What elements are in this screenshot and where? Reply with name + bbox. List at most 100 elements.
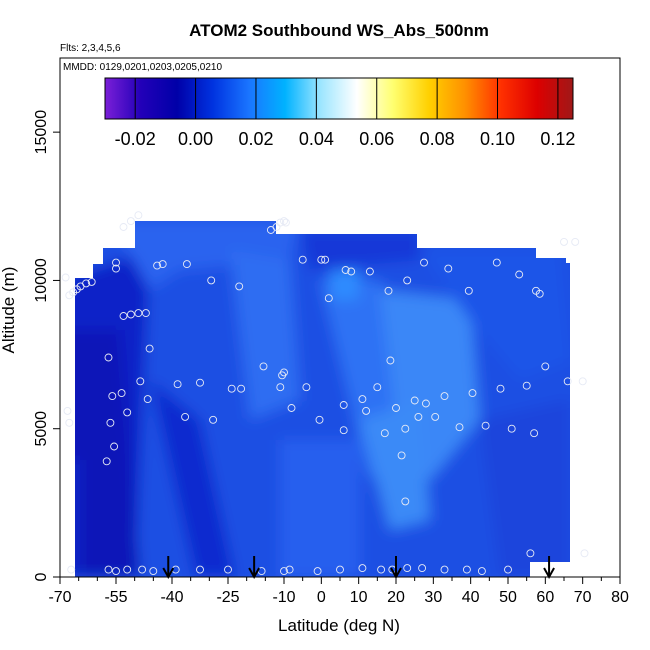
sample-point [317, 255, 326, 264]
sample-point [339, 401, 348, 409]
colorbar-ticks: -0.02 0.00 0.02 0.04 0.06 0.08 0.10 0.12 [115, 78, 575, 149]
sample-point [65, 418, 74, 427]
sample-point [112, 258, 120, 267]
sample-point [61, 273, 70, 282]
x-tick-label: 30 [424, 589, 442, 606]
sample-point [386, 356, 395, 365]
sample-point [468, 389, 477, 398]
x-tick-label: 70 [574, 589, 592, 606]
sample-point [522, 381, 531, 390]
heatmap-field [75, 221, 570, 577]
x-axis-label: Latitude (deg N) [278, 616, 400, 635]
sample-point [563, 377, 572, 386]
y-axis-label: Altitude (m) [0, 267, 18, 354]
sample-point [285, 565, 294, 574]
sample-point [196, 565, 204, 574]
colorbar-tick-label: -0.02 [115, 129, 156, 149]
sample-point [492, 258, 501, 267]
sample-point [431, 412, 440, 421]
sample-point [571, 237, 580, 246]
sample-point [464, 286, 473, 295]
x-tick-label: 50 [499, 589, 517, 606]
sample-point [126, 217, 135, 226]
sample-point [196, 378, 204, 387]
sample-point [112, 264, 120, 273]
sample-point [104, 565, 113, 574]
sample-point [535, 289, 544, 298]
sample-point [504, 565, 512, 574]
y-axis: 0 5000 10000 15000 [33, 110, 60, 581]
sample-point [227, 384, 236, 393]
sample-point [112, 567, 120, 576]
x-tick-label: 80 [611, 589, 629, 606]
y-tick-label: 10000 [33, 258, 50, 303]
colorbar-tick-label: 0.06 [359, 129, 394, 149]
y-tick-label: 15000 [33, 110, 50, 155]
sample-point [149, 567, 158, 576]
sample-point [141, 309, 150, 318]
flights-label: Flts: 2,3,4,5,6 [60, 43, 121, 54]
sample-point [380, 429, 389, 438]
sample-point [358, 564, 367, 573]
sample-point [315, 415, 324, 424]
sample-point [377, 565, 386, 574]
colorbar-tick-label: 0.04 [299, 129, 334, 149]
sample-point [347, 267, 356, 276]
sample-point [365, 267, 374, 276]
sample-point [207, 276, 216, 285]
x-tick-label: 0 [317, 589, 326, 606]
sample-point [108, 392, 117, 401]
sample-point [421, 399, 430, 408]
sample-point [397, 451, 406, 460]
sample-point [276, 383, 285, 392]
colorbar-bar [104, 77, 574, 120]
colorbar-tick-label: 0.08 [420, 129, 455, 149]
sample-point [119, 312, 128, 320]
sample-point [440, 392, 449, 401]
x-tick-label: 10 [350, 589, 368, 606]
colorbar-tick-label: 0.12 [540, 129, 575, 149]
y-tick-label: 5000 [33, 411, 50, 447]
sample-point [123, 408, 132, 417]
sample-point [87, 277, 96, 286]
sample-point [515, 270, 524, 279]
sample-point [134, 211, 143, 220]
sample-point [496, 384, 505, 393]
sample-point [392, 404, 400, 412]
sample-points [61, 211, 589, 576]
x-tick-label: 20 [387, 589, 405, 606]
sample-point [67, 565, 76, 574]
colorbar: -0.02 0.00 0.02 0.04 0.06 0.08 0.10 0.12 [104, 77, 575, 149]
sample-point [526, 549, 535, 558]
sample-point [126, 310, 135, 319]
sample-point [182, 260, 191, 269]
sample-point [143, 395, 152, 404]
sample-point [136, 377, 145, 386]
sample-point [106, 418, 115, 427]
x-tick-label: -10 [272, 589, 295, 606]
sample-point [339, 426, 348, 435]
sample-point [418, 564, 427, 573]
sample-point [341, 266, 350, 274]
dates-label: MMDD: 0129,0201,0203,0205,0210 [63, 62, 222, 73]
sample-point [481, 421, 490, 430]
x-tick-label: -40 [160, 589, 183, 606]
colorbar-tick-label: 0.02 [238, 129, 273, 149]
sample-point [280, 217, 288, 226]
colorbar-tick-label: 0.10 [480, 129, 515, 149]
sample-point [104, 353, 113, 362]
sample-point [117, 389, 126, 398]
sample-point [181, 412, 190, 421]
sample-point [158, 260, 167, 269]
sample-point [110, 442, 119, 451]
x-tick-label: -55 [104, 589, 127, 606]
sample-point [477, 567, 486, 576]
sample-point [280, 567, 288, 576]
sample-point [102, 457, 111, 466]
sample-point [560, 237, 568, 246]
sample-point [403, 564, 412, 573]
sample-point [224, 565, 232, 574]
sample-point [281, 218, 290, 227]
sample-point [259, 362, 268, 371]
